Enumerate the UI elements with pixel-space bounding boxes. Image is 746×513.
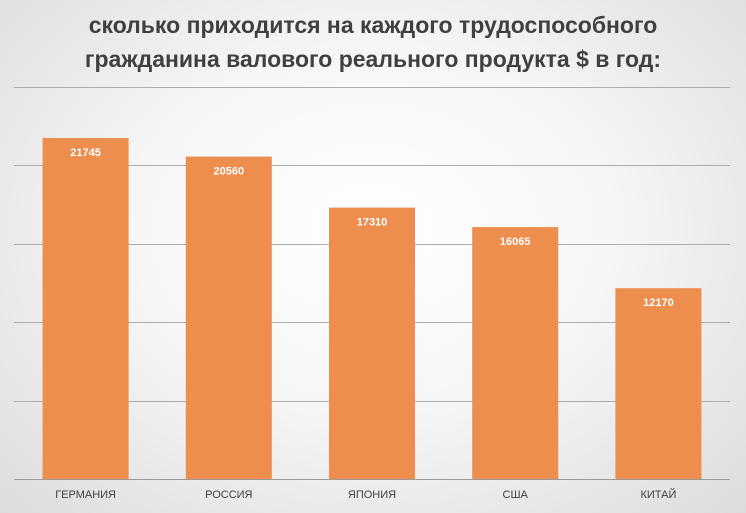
data-label-германия: 21745 [70, 147, 101, 159]
bars [42, 138, 702, 479]
chart-title-line-1: сколько приходится на каждого трудоспосо… [88, 12, 658, 38]
data-label-россия: 20560 [214, 166, 245, 178]
category-label-китай: КИТАЙ [640, 488, 676, 501]
bar-китай [615, 288, 702, 479]
category-label-россия: РОССИЯ [205, 489, 252, 501]
category-label-япония: ЯПОНИЯ [348, 489, 396, 501]
category-axis: ГЕРМАНИЯ РОССИЯ ЯПОНИЯ США КИТАЙ [55, 488, 676, 501]
bar-япония [329, 207, 415, 479]
chart-title-line-2: гражданина валового реального продукта $… [84, 46, 662, 72]
data-label-китай: 12170 [643, 297, 674, 309]
chart-title: сколько приходится на каждого трудоспосо… [0, 8, 746, 76]
bar-сша [472, 227, 559, 479]
category-label-германия: ГЕРМАНИЯ [55, 489, 116, 501]
data-label-сша: 16065 [500, 236, 531, 248]
bar-германия [42, 138, 129, 479]
category-label-сша: США [503, 489, 529, 501]
data-labels: 21745 20560 17310 16065 12170 [70, 147, 673, 309]
data-label-япония: 17310 [357, 217, 388, 229]
bar-россия [185, 156, 272, 479]
